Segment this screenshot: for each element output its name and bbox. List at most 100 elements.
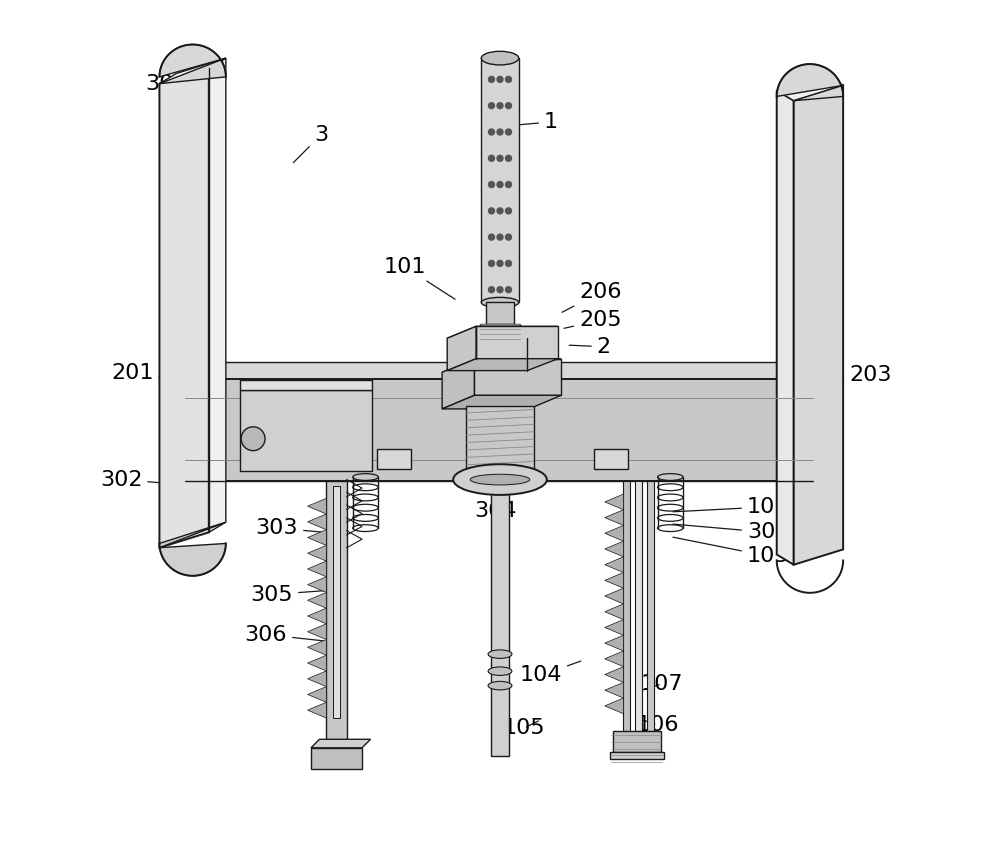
Polygon shape xyxy=(777,64,843,100)
Circle shape xyxy=(497,155,503,161)
Polygon shape xyxy=(240,390,372,471)
Polygon shape xyxy=(185,379,813,482)
Polygon shape xyxy=(605,635,623,651)
Circle shape xyxy=(506,103,511,109)
Circle shape xyxy=(497,234,503,240)
Polygon shape xyxy=(480,324,520,339)
Polygon shape xyxy=(777,75,843,100)
Polygon shape xyxy=(308,686,326,702)
Text: 301: 301 xyxy=(145,74,221,98)
Circle shape xyxy=(497,76,503,82)
Text: 2: 2 xyxy=(569,337,611,357)
Circle shape xyxy=(506,155,511,161)
Polygon shape xyxy=(447,327,558,339)
Polygon shape xyxy=(308,530,326,545)
Circle shape xyxy=(489,287,494,293)
Circle shape xyxy=(489,76,494,82)
Polygon shape xyxy=(605,494,623,510)
Polygon shape xyxy=(794,86,843,565)
Polygon shape xyxy=(605,698,623,714)
Polygon shape xyxy=(605,525,623,541)
Text: 203: 203 xyxy=(818,365,892,385)
Polygon shape xyxy=(308,624,326,639)
Polygon shape xyxy=(308,592,326,608)
Circle shape xyxy=(489,182,494,188)
Circle shape xyxy=(506,129,511,135)
Polygon shape xyxy=(605,541,623,557)
Polygon shape xyxy=(333,486,340,718)
Circle shape xyxy=(506,234,511,240)
Circle shape xyxy=(506,261,511,267)
Circle shape xyxy=(497,129,503,135)
Circle shape xyxy=(489,234,494,240)
Text: 306: 306 xyxy=(245,625,325,644)
Circle shape xyxy=(497,182,503,188)
Circle shape xyxy=(489,208,494,214)
Polygon shape xyxy=(308,545,326,561)
Polygon shape xyxy=(623,482,630,731)
Polygon shape xyxy=(159,69,209,548)
Polygon shape xyxy=(476,327,558,359)
Polygon shape xyxy=(308,514,326,530)
Circle shape xyxy=(497,287,503,293)
Polygon shape xyxy=(308,671,326,686)
Text: 102: 102 xyxy=(673,497,789,517)
Circle shape xyxy=(489,103,494,109)
Text: 101: 101 xyxy=(383,257,455,299)
Polygon shape xyxy=(377,449,411,469)
Circle shape xyxy=(506,208,511,214)
Polygon shape xyxy=(159,58,226,84)
Polygon shape xyxy=(185,363,813,379)
Polygon shape xyxy=(605,620,623,635)
Polygon shape xyxy=(613,731,661,752)
Circle shape xyxy=(497,261,503,267)
Text: 302: 302 xyxy=(100,470,203,489)
Circle shape xyxy=(497,208,503,214)
Polygon shape xyxy=(491,480,509,757)
Text: 304: 304 xyxy=(474,501,517,521)
Text: 206: 206 xyxy=(562,282,622,312)
Text: 303: 303 xyxy=(256,518,323,538)
Text: 106: 106 xyxy=(636,715,679,734)
Text: 107: 107 xyxy=(641,674,683,694)
Circle shape xyxy=(489,261,494,267)
Ellipse shape xyxy=(481,297,519,308)
Circle shape xyxy=(489,155,494,161)
Polygon shape xyxy=(605,510,623,525)
Polygon shape xyxy=(447,359,558,370)
Polygon shape xyxy=(605,682,623,698)
Polygon shape xyxy=(308,561,326,577)
Text: 1: 1 xyxy=(504,112,558,132)
Polygon shape xyxy=(442,359,474,409)
Polygon shape xyxy=(308,639,326,656)
Polygon shape xyxy=(308,577,326,592)
Ellipse shape xyxy=(488,650,512,658)
Polygon shape xyxy=(240,380,372,390)
Polygon shape xyxy=(605,604,623,620)
Ellipse shape xyxy=(488,681,512,690)
Ellipse shape xyxy=(470,474,530,485)
Polygon shape xyxy=(647,482,654,731)
Polygon shape xyxy=(777,91,794,565)
Text: 307: 307 xyxy=(673,523,789,542)
Polygon shape xyxy=(605,667,623,682)
Polygon shape xyxy=(308,498,326,514)
Polygon shape xyxy=(447,327,476,370)
Ellipse shape xyxy=(481,51,519,65)
Polygon shape xyxy=(605,588,623,604)
Polygon shape xyxy=(209,58,226,532)
Text: 105: 105 xyxy=(503,718,545,738)
Polygon shape xyxy=(605,651,623,667)
Text: 201: 201 xyxy=(111,363,238,387)
Polygon shape xyxy=(159,522,226,576)
Polygon shape xyxy=(481,58,519,303)
Text: 205: 205 xyxy=(564,310,622,330)
Polygon shape xyxy=(308,656,326,671)
Polygon shape xyxy=(635,482,642,731)
Circle shape xyxy=(506,182,511,188)
Polygon shape xyxy=(326,482,347,744)
Polygon shape xyxy=(442,395,561,409)
Circle shape xyxy=(506,76,511,82)
Polygon shape xyxy=(605,557,623,572)
Text: 104: 104 xyxy=(520,661,581,686)
